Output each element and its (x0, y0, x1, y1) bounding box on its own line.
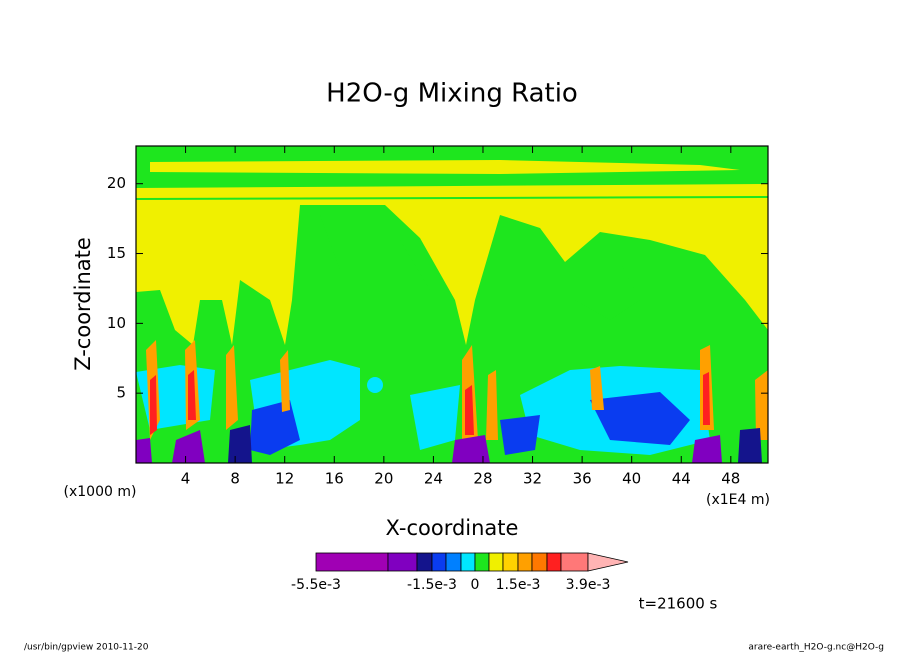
x-tick-label: 28 (473, 470, 492, 488)
colorbar-segment (460, 552, 476, 572)
chart-title: H2O-g Mixing Ratio (326, 79, 578, 109)
colorbar-segment (474, 552, 490, 572)
x-axis-label: X-coordinate (386, 516, 519, 540)
colorbar-extension (587, 552, 629, 572)
colorbar-label: 1.5e-3 (496, 577, 541, 593)
colorbar-segment (531, 552, 548, 572)
y-tick-label: 10 (107, 314, 126, 332)
footer-right: arare-earth_H2O-g.nc@H2O-g (748, 643, 884, 653)
y-tick-label: 20 (107, 174, 126, 192)
x-tick-label: 36 (573, 470, 592, 488)
x-tick-label: 48 (721, 470, 740, 488)
y-unit: (x1000 m) (64, 484, 137, 500)
y-tick-label: 5 (116, 384, 126, 402)
colorbar-segment (416, 552, 433, 572)
footer-left: /usr/bin/gpview 2010-11-20 (24, 643, 149, 653)
colorbar-label: -1.5e-3 (407, 577, 457, 593)
x-tick-label: 44 (672, 470, 691, 488)
x-tick-label: 20 (374, 470, 393, 488)
colorbar-label: 3.9e-3 (566, 577, 611, 593)
x-tick-label: 12 (275, 470, 294, 488)
time-label: t=21600 s (639, 595, 718, 613)
colorbar-label: 0 (471, 577, 480, 593)
x-tick-label: 32 (523, 470, 542, 488)
x-unit: (x1E4 m) (706, 492, 770, 508)
x-tick-label: 16 (325, 470, 344, 488)
colorbar-segment (488, 552, 504, 572)
plot-frame (135, 145, 769, 464)
colorbar-segment (315, 552, 389, 572)
colorbar-segment (502, 552, 519, 572)
y-tick-label: 15 (107, 244, 126, 262)
colorbar-segment (546, 552, 562, 572)
y-axis-label: Z-coordinate (71, 237, 95, 371)
contour-field (136, 146, 768, 463)
colorbar-segment (445, 552, 462, 572)
colorbar-segment (431, 552, 447, 572)
x-tick-label: 4 (181, 470, 191, 488)
colorbar-segment (517, 552, 533, 572)
x-tick-label: 8 (230, 470, 240, 488)
colorbar-label: -5.5e-3 (291, 577, 341, 593)
x-tick-label: 24 (424, 470, 443, 488)
colorbar-segment (560, 552, 589, 572)
colorbar-segment (387, 552, 418, 572)
x-tick-label: 40 (622, 470, 641, 488)
